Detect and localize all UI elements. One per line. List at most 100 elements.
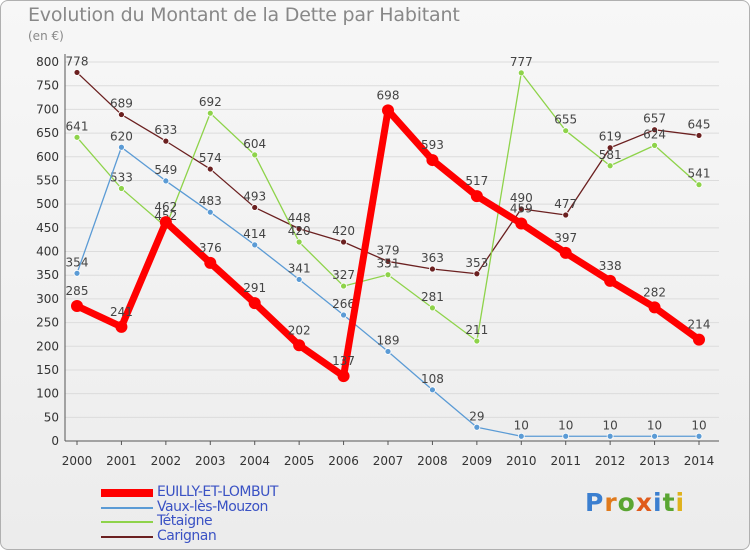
y-tick-label: 400 — [36, 245, 59, 259]
data-point — [604, 274, 617, 287]
data-label: 379 — [377, 243, 400, 257]
y-tick-label: 50 — [44, 410, 59, 424]
data-label: 189 — [377, 333, 400, 347]
x-tick-label: 2003 — [195, 454, 226, 468]
data-point — [517, 69, 525, 77]
data-point — [162, 137, 170, 145]
data-label: 29 — [469, 409, 484, 423]
data-label: 202 — [288, 323, 311, 337]
logo-letter: i — [675, 488, 686, 517]
data-label: 10 — [691, 418, 706, 432]
data-point — [73, 269, 81, 277]
y-tick-label: 600 — [36, 150, 59, 164]
data-point — [517, 432, 525, 440]
x-tick-label: 2013 — [639, 454, 670, 468]
data-point — [248, 297, 261, 310]
data-label: 541 — [688, 167, 711, 181]
data-label: 281 — [421, 290, 444, 304]
data-point — [295, 238, 303, 246]
y-tick-label: 450 — [36, 221, 59, 235]
data-point — [606, 162, 614, 170]
y-tick-label: 300 — [36, 292, 59, 306]
x-tick-label: 2000 — [62, 454, 93, 468]
data-point — [251, 241, 259, 249]
data-label: 376 — [199, 241, 222, 255]
data-point — [426, 154, 439, 167]
data-label: 689 — [110, 97, 133, 111]
legend-label: EUILLY-ET-LOMBUT — [157, 484, 278, 500]
data-label: 477 — [554, 197, 577, 211]
legend-swatch — [101, 489, 153, 497]
logo-letter: r — [604, 488, 618, 517]
logo-letter: i — [653, 488, 663, 517]
data-label: 397 — [554, 231, 577, 245]
data-point — [295, 276, 303, 283]
y-tick-label: 350 — [36, 268, 59, 282]
unit-label: (en €) — [28, 29, 64, 43]
data-label: 493 — [243, 189, 266, 203]
data-point — [429, 386, 436, 394]
data-label: 593 — [421, 138, 444, 152]
data-point — [251, 204, 259, 211]
data-label: 448 — [288, 211, 311, 225]
x-tick-label: 2001 — [106, 454, 137, 468]
data-point — [562, 432, 570, 440]
data-label: 619 — [599, 130, 622, 144]
data-label: 10 — [647, 418, 662, 432]
data-point — [73, 69, 81, 76]
data-point — [562, 127, 570, 135]
x-tick-label: 2008 — [417, 454, 448, 468]
data-label: 137 — [332, 354, 355, 368]
data-label: 490 — [510, 191, 533, 205]
data-label: 452 — [154, 209, 177, 223]
data-label: 241 — [110, 305, 133, 319]
data-point — [206, 165, 214, 173]
data-point — [651, 126, 658, 134]
data-point — [429, 304, 436, 312]
x-tick-label: 2009 — [462, 454, 493, 468]
data-point — [515, 217, 528, 230]
data-point — [695, 132, 703, 139]
y-tick-label: 550 — [36, 173, 59, 187]
proxiti-logo: Proxiti — [585, 488, 685, 517]
data-point — [118, 185, 125, 192]
data-point — [606, 432, 614, 440]
data-label: 549 — [154, 163, 177, 177]
data-label: 459 — [510, 202, 533, 216]
data-point — [473, 270, 481, 278]
data-label: 633 — [154, 123, 177, 137]
x-tick-label: 2002 — [151, 454, 182, 468]
x-tick-label: 2010 — [506, 454, 537, 468]
data-point — [606, 144, 614, 152]
data-label: 641 — [66, 119, 89, 133]
data-point — [473, 423, 481, 431]
data-point — [695, 432, 703, 440]
data-point — [384, 271, 392, 279]
data-point — [206, 208, 214, 216]
data-label: 517 — [465, 174, 488, 188]
data-label: 354 — [66, 255, 89, 269]
data-label: 10 — [558, 418, 573, 432]
data-label: 420 — [332, 224, 355, 238]
data-point — [470, 190, 483, 203]
x-tick-label: 2007 — [373, 454, 404, 468]
legend-label: Carignan — [157, 527, 217, 544]
data-label: 420 — [288, 224, 311, 238]
data-point — [340, 311, 347, 319]
series-line-vaux-l-s-mouzon — [76, 146, 699, 437]
data-label: 414 — [243, 227, 266, 241]
data-label: 778 — [66, 54, 89, 68]
data-point — [118, 143, 125, 151]
data-point — [71, 299, 83, 312]
y-tick-label: 250 — [36, 316, 59, 330]
data-point — [382, 104, 394, 117]
data-label: 291 — [243, 281, 266, 295]
data-point — [562, 211, 570, 219]
data-point — [559, 246, 572, 259]
x-tick-label: 2005 — [284, 454, 315, 468]
data-label: 363 — [421, 251, 444, 265]
data-point — [651, 432, 658, 440]
data-label: 351 — [377, 257, 400, 271]
data-label: 655 — [554, 113, 577, 127]
data-point — [693, 333, 705, 346]
